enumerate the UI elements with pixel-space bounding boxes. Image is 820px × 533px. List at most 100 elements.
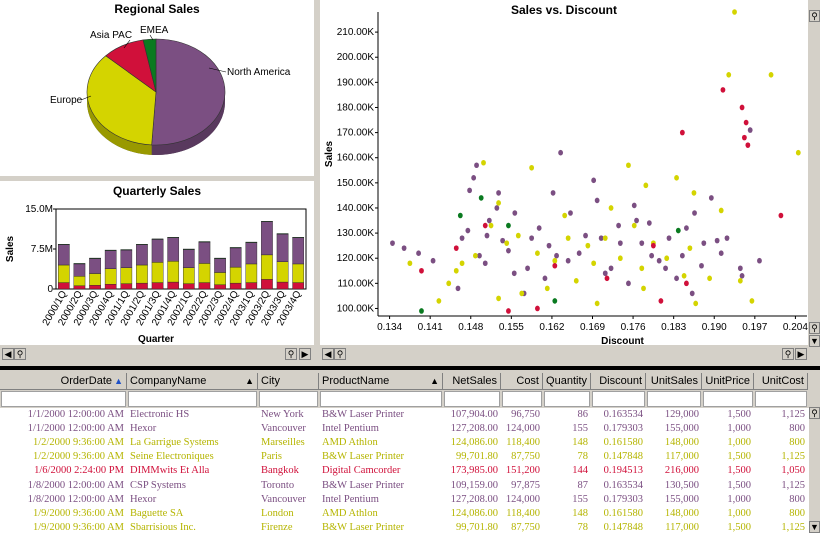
table-row[interactable]: 1/6/2000 2:24:00 PM DIMMwits Et Alla Bangk… [0,464,808,478]
quarterly-sales-bar-chart[interactable]: 07.5M15.0MSales2000/1Q2000/2Q2000/3Q2000… [0,181,314,345]
table-cell-netsales[interactable]: 99,701.80 [456,451,498,463]
table-cell-discount[interactable]: 0.161580 [603,437,643,449]
table-cell-companyname[interactable]: CSP Systems [130,479,186,491]
table-cell-unitcost[interactable]: 1,125 [781,409,805,421]
table-cell-orderdate[interactable]: 1/6/2000 2:24:00 PM [34,465,124,477]
table-cell-cost[interactable]: 151,200 [505,465,540,477]
table-cell-quantity[interactable]: 87 [577,479,589,491]
table-row[interactable]: 1/8/2000 12:00:00 AM Hexor Vancouver Intel … [0,493,808,507]
table-cell-orderdate[interactable]: 1/2/2000 9:36:00 AM [32,437,124,449]
table-cell-cost[interactable]: 97,875 [511,479,540,491]
table-row[interactable]: 1/9/2000 9:36:00 AM Sbarrisious Inc. Firen… [0,521,808,533]
table-cell-unitcost[interactable]: 800 [789,423,805,435]
table-cell-unitsales[interactable]: 148,000 [664,437,699,449]
column-header-quantity[interactable]: Quantity [543,373,591,390]
table-cell-orderdate[interactable]: 1/9/2000 9:36:00 AM [32,507,124,519]
table-cell-city[interactable]: Vancouver [261,423,306,435]
table-cell-unitsales[interactable]: 117,000 [665,451,699,463]
table-cell-orderdate[interactable]: 1/8/2000 12:00:00 AM [27,479,124,491]
zoom-out-icon[interactable]: ⚲ [285,348,297,360]
column-filter-input[interactable] [544,391,590,407]
table-cell-productname[interactable]: Intel Pentium [322,493,379,505]
table-cell-unitsales[interactable]: 216,000 [664,465,699,477]
column-filter-input[interactable] [1,391,126,407]
column-filter-input[interactable] [320,391,442,407]
zoom-out-icon[interactable]: ⚲ [782,348,794,360]
zoom-in-icon[interactable]: ⚲ [14,348,26,360]
column-header-unitprice[interactable]: UnitPrice [702,373,754,390]
sort-arrow-icon[interactable]: ▲ [114,376,123,386]
table-cell-netsales[interactable]: 173,985.00 [450,465,498,477]
column-filter-input[interactable] [647,391,701,407]
table-cell-city[interactable]: Bangkok [261,465,299,477]
table-cell-city[interactable]: Vancouver [261,493,306,505]
zoom-in-icon[interactable]: ⚲ [809,10,820,22]
table-cell-netsales[interactable]: 124,086.00 [450,437,498,449]
table-row[interactable]: 1/8/2000 12:00:00 AM CSP Systems Toronto B&… [0,478,808,492]
column-filter-input[interactable] [755,391,807,407]
scroll-right-icon[interactable]: ▶ [299,348,311,360]
table-cell-orderdate[interactable]: 1/1/2000 12:00:00 AM [27,423,124,435]
column-header-cost[interactable]: Cost [501,373,543,390]
scroll-down-icon[interactable]: ▼ [809,335,820,347]
zoom-in-icon[interactable]: ⚲ [809,407,820,419]
table-cell-orderdate[interactable]: 1/1/2000 12:00:00 AM [27,409,124,421]
table-cell-productname[interactable]: AMD Athlon [322,507,378,519]
table-cell-unitcost[interactable]: 1,125 [781,479,805,491]
table-cell-city[interactable]: Firenze [261,521,293,533]
table-cell-companyname[interactable]: Seine Electroniques [130,451,214,463]
table-cell-unitsales[interactable]: 155,000 [664,493,699,505]
table-vertical-scrollbar[interactable]: ⚲ ▼ [809,371,820,533]
table-cell-orderdate[interactable]: 1/9/2000 9:36:00 AM [32,521,124,533]
table-cell-netsales[interactable]: 124,086.00 [450,507,498,519]
table-cell-companyname[interactable]: Hexor [130,423,157,435]
table-cell-quantity[interactable]: 155 [572,423,588,435]
column-filter-input[interactable] [502,391,542,407]
table-cell-unitsales[interactable]: 130,500 [664,479,699,491]
sort-arrow-icon[interactable]: ▲ [245,376,254,386]
table-cell-productname[interactable]: Intel Pentium [322,423,379,435]
table-cell-unitcost[interactable]: 1,125 [781,521,805,533]
table-cell-discount[interactable]: 0.147848 [603,521,643,533]
table-cell-orderdate[interactable]: 1/8/2000 12:00:00 AM [27,493,124,505]
table-cell-discount[interactable]: 0.179303 [603,423,643,435]
column-header-orderdate[interactable]: OrderDate ▲ [0,373,127,390]
table-cell-discount[interactable]: 0.163534 [603,409,643,421]
table-cell-cost[interactable]: 87,750 [511,521,540,533]
table-cell-netsales[interactable]: 127,208.00 [450,423,498,435]
table-cell-productname[interactable]: B&W Laser Printer [322,479,405,491]
scroll-down-icon[interactable]: ▼ [809,521,820,533]
table-row[interactable]: 1/9/2000 9:36:00 AM Baguette SA London AMD … [0,507,808,521]
table-cell-netsales[interactable]: 99,701.80 [456,521,498,533]
table-cell-quantity[interactable]: 155 [572,493,588,505]
table-row[interactable]: 1/2/2000 9:36:00 AM Seine Electroniques Pa… [0,450,808,464]
column-filter-input[interactable] [592,391,645,407]
table-cell-unitcost[interactable]: 800 [789,437,805,449]
table-cell-unitsales[interactable]: 148,000 [664,507,699,519]
scroll-left-icon[interactable]: ◀ [2,348,14,360]
table-cell-unitcost[interactable]: 1,125 [781,451,805,463]
column-header-companyname[interactable]: CompanyName ▲ [127,373,258,390]
table-cell-unitprice[interactable]: 1,500 [727,521,751,533]
scroll-left-icon[interactable]: ◀ [322,348,334,360]
zoom-in-icon[interactable]: ⚲ [334,348,346,360]
table-cell-unitprice[interactable]: 1,500 [727,451,751,463]
column-header-unitcost[interactable]: UnitCost [754,373,808,390]
table-cell-netsales[interactable]: 127,208.00 [450,493,498,505]
table-cell-productname[interactable]: B&W Laser Printer [322,521,405,533]
table-cell-discount[interactable]: 0.161580 [603,507,643,519]
table-cell-companyname[interactable]: Electronic HS [130,409,190,421]
zoom-out-icon[interactable]: ⚲ [809,322,820,334]
table-cell-unitcost[interactable]: 800 [789,493,805,505]
table-cell-unitprice[interactable]: 1,500 [727,465,751,477]
table-cell-cost[interactable]: 124,000 [505,493,540,505]
scatter-horizontal-scrollbar[interactable]: ◀ ⚲ ⚲ ▶ [320,347,808,361]
table-cell-cost[interactable]: 96,750 [511,409,540,421]
table-cell-quantity[interactable]: 148 [572,507,588,519]
table-cell-unitprice[interactable]: 1,000 [727,507,751,519]
table-cell-companyname[interactable]: DIMMwits Et Alla [130,465,210,477]
pane-splitter[interactable] [0,366,820,370]
quarterly-scrollbar[interactable]: ◀ ⚲ ⚲ ▶ [0,347,314,361]
table-cell-city[interactable]: Toronto [261,479,295,491]
table-cell-quantity[interactable]: 78 [577,521,589,533]
